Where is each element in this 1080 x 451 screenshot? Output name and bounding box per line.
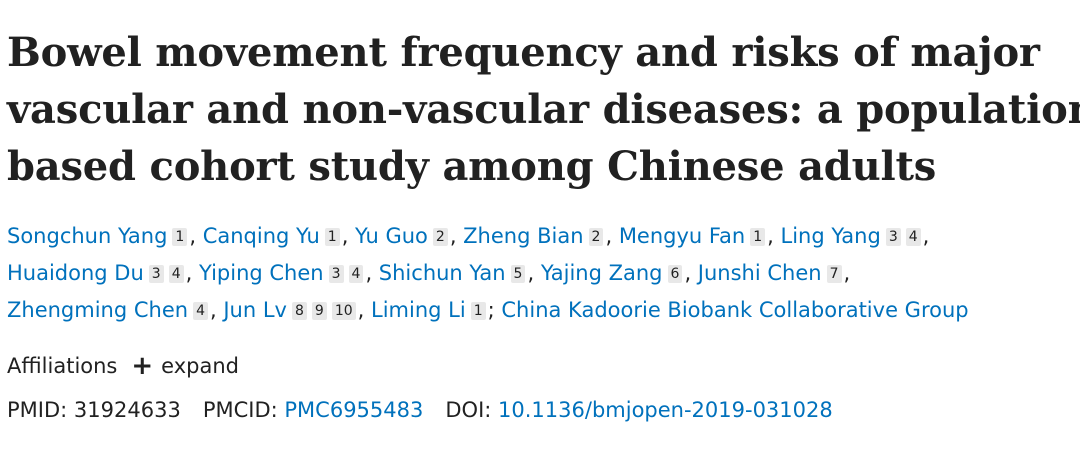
affiliation-number[interactable]: 2 xyxy=(588,228,604,246)
author-link[interactable]: Canqing Yu xyxy=(202,224,320,248)
affiliation-number[interactable]: 3 xyxy=(885,228,901,246)
author-link[interactable]: Junshi Chen xyxy=(697,261,822,285)
author-link[interactable]: Zheng Bian xyxy=(463,224,584,248)
author-row-2: Huaidong Du 3 4, Yiping Chen 3 4, Shichun Ya… xyxy=(7,255,1073,292)
doi-label: DOI: xyxy=(445,398,492,422)
affiliation-number[interactable]: 2 xyxy=(432,228,448,246)
affiliations-section: Affiliations + expand xyxy=(7,350,239,382)
author-list: Songchun Yang 1, Canqing Yu 1, Yu Guo 2, Zh… xyxy=(7,218,1073,329)
author-separator: ; xyxy=(487,298,502,322)
affiliation-refs: 1 xyxy=(750,218,767,255)
author-row-3: Zhengming Chen 4, Jun Lv 8 9 10, Liming Li 1;… xyxy=(7,292,1073,329)
author-separator: , xyxy=(605,224,619,248)
affiliation-refs: 2 xyxy=(588,218,606,255)
affiliation-refs: 1 xyxy=(172,218,189,255)
author-row-1: Songchun Yang 1, Canqing Yu 1, Yu Guo 2, Zh… xyxy=(7,218,1073,255)
plus-icon: + xyxy=(131,351,154,381)
author-separator: , xyxy=(922,224,930,248)
affiliation-refs: 1 xyxy=(470,292,488,329)
title-line-2: vascular and non-vascular diseases: a po… xyxy=(7,86,1080,133)
author-link[interactable]: Ling Yang xyxy=(780,224,881,248)
affiliation-number[interactable]: 8 xyxy=(291,302,307,320)
author-separator: , xyxy=(843,261,851,285)
affiliation-number[interactable]: 6 xyxy=(667,265,683,283)
affiliation-number[interactable]: 1 xyxy=(750,228,766,246)
affiliation-number[interactable]: 7 xyxy=(826,265,842,283)
affiliation-number[interactable]: 3 xyxy=(148,265,164,283)
author-link[interactable]: Yiping Chen xyxy=(198,261,324,285)
author-separator: , xyxy=(210,298,224,322)
author-separator: , xyxy=(449,224,464,248)
author-separator: , xyxy=(189,224,203,248)
article-identifiers: PMID: 31924633 PMCID: PMC6955483 DOI: 10.1… xyxy=(7,394,833,426)
pmcid-label: PMCID: xyxy=(202,398,278,422)
article-title: Bowel movement frequency and risks of ma… xyxy=(7,24,1080,195)
affiliation-refs: 5 xyxy=(510,255,528,292)
pmid-value: 31924633 xyxy=(73,398,181,422)
author-link[interactable]: Jun Lv xyxy=(223,298,287,322)
affiliation-number[interactable]: 3 xyxy=(328,265,344,283)
affiliation-refs: 4 xyxy=(193,292,210,329)
affiliation-refs: 1 xyxy=(324,218,342,255)
affiliation-number[interactable]: 1 xyxy=(324,228,340,246)
doi-link[interactable]: 10.1136/bmjopen-2019-031028 xyxy=(498,398,833,422)
affiliation-number[interactable]: 1 xyxy=(470,302,486,320)
author-link[interactable]: Yu Guo xyxy=(355,224,428,248)
title-line-1: Bowel movement frequency and risks of ma… xyxy=(7,29,1040,76)
author-separator: , xyxy=(365,261,379,285)
author-link[interactable]: Songchun Yang xyxy=(7,224,168,248)
author-link[interactable]: Liming Li xyxy=(371,298,466,322)
affiliation-number[interactable]: 5 xyxy=(510,265,526,283)
author-separator: , xyxy=(684,261,698,285)
affiliation-refs: 8 9 10 xyxy=(291,292,358,329)
author-separator: , xyxy=(341,224,356,248)
affiliation-number[interactable]: 4 xyxy=(168,265,184,283)
expand-label: expand xyxy=(161,354,239,378)
pmcid-link[interactable]: PMC6955483 xyxy=(284,398,424,422)
affiliation-refs: 2 xyxy=(432,218,450,255)
title-line-3: based cohort study among Chinese adults xyxy=(7,143,937,190)
affiliation-number[interactable]: 9 xyxy=(311,302,327,320)
author-link[interactable]: Shichun Yan xyxy=(378,261,506,285)
author-separator: , xyxy=(767,224,781,248)
affiliation-number[interactable]: 10 xyxy=(331,302,356,320)
author-link[interactable]: Yajing Zang xyxy=(540,261,663,285)
author-link[interactable]: Huaidong Du xyxy=(7,261,144,285)
affiliation-number[interactable]: 1 xyxy=(172,228,188,246)
affiliations-expand-button[interactable]: + expand xyxy=(131,350,239,382)
affiliation-refs: 7 xyxy=(826,255,844,292)
affiliation-number[interactable]: 4 xyxy=(193,302,208,320)
affiliation-number[interactable]: 4 xyxy=(905,228,921,246)
collaborative-group-link[interactable]: China Kadoorie Biobank Collaborative Gro… xyxy=(501,298,969,322)
author-separator: , xyxy=(527,261,541,285)
author-separator: , xyxy=(357,298,372,322)
author-link[interactable]: Zhengming Chen xyxy=(7,298,189,322)
affiliation-number[interactable]: 4 xyxy=(348,265,364,283)
author-link[interactable]: Mengyu Fan xyxy=(618,224,746,248)
affiliations-label: Affiliations xyxy=(7,354,118,378)
pmid-label: PMID: xyxy=(7,398,68,422)
affiliation-refs: 6 xyxy=(667,255,685,292)
author-separator: , xyxy=(185,261,199,285)
